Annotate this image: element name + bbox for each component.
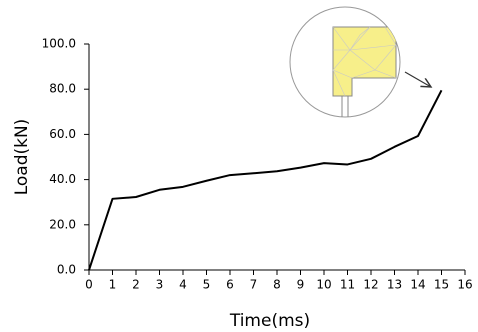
y-axis-title: Load(kN) — [12, 119, 32, 196]
x-tick-label: 7 — [250, 278, 258, 292]
x-tick-label: 1 — [109, 278, 117, 292]
y-tick-label: 40.0 — [49, 172, 76, 186]
x-tick-label: 10 — [316, 278, 331, 292]
x-tick-label: 14 — [410, 278, 425, 292]
y-tick-label: 80.0 — [49, 82, 76, 96]
x-tick-label: 12 — [363, 278, 378, 292]
inset-illustration — [290, 7, 431, 117]
y-tick-label: 100.0 — [42, 37, 76, 51]
x-tick-label: 0 — [85, 278, 93, 292]
chart: Time(ms) Load(kN) 0.020.040.060.080.0100… — [0, 0, 478, 332]
x-tick-label: 5 — [203, 278, 211, 292]
y-tick-label: 0.0 — [57, 263, 76, 277]
x-tick-label: 3 — [156, 278, 164, 292]
x-tick-label: 11 — [340, 278, 355, 292]
x-tick-label: 4 — [179, 278, 187, 292]
x-tick-label: 13 — [387, 278, 402, 292]
x-axis-title: Time(ms) — [229, 311, 310, 331]
x-tick-label: 16 — [457, 278, 472, 292]
x-tick-label: 2 — [132, 278, 140, 292]
x-tick-label: 6 — [226, 278, 234, 292]
x-tick-label: 8 — [273, 278, 281, 292]
y-tick-label: 60.0 — [49, 127, 76, 141]
y-tick-label: 20.0 — [49, 217, 76, 231]
x-tick-label: 9 — [297, 278, 305, 292]
x-tick-label: 15 — [434, 278, 449, 292]
data-line — [89, 90, 442, 270]
